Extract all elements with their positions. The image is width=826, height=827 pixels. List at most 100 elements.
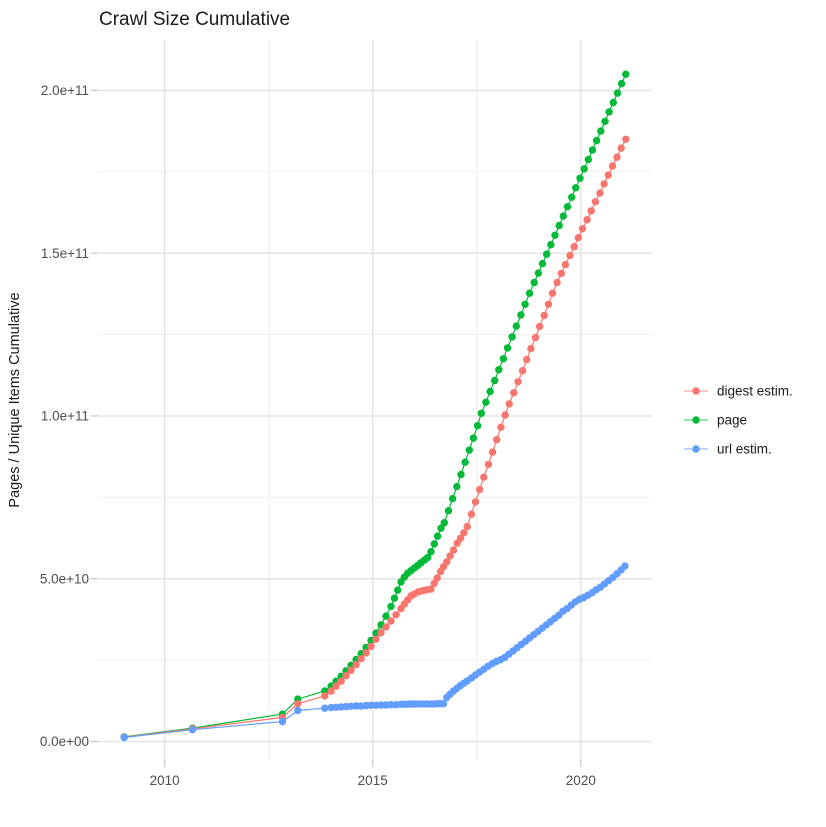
legend-item-page: page — [684, 413, 747, 428]
series-line — [124, 565, 626, 739]
data-point — [437, 524, 445, 532]
data-point — [538, 259, 547, 268]
data-point — [488, 448, 497, 456]
chart-title: Crawl Size Cumulative — [99, 9, 290, 30]
data-point — [568, 193, 576, 201]
data-point — [484, 460, 493, 469]
data-point — [604, 171, 612, 179]
data-point — [337, 677, 345, 685]
data-point — [465, 446, 473, 454]
data-point — [480, 473, 488, 481]
data-point — [433, 574, 441, 582]
data-point — [572, 184, 580, 192]
data-point — [535, 322, 544, 331]
data-point — [497, 423, 505, 431]
data-point — [505, 400, 513, 408]
legend-key-point — [692, 387, 700, 395]
data-point — [622, 135, 630, 143]
data-point — [555, 221, 563, 230]
data-point — [473, 422, 482, 430]
data-point — [491, 376, 499, 385]
data-point — [486, 387, 494, 396]
y-tick-label: 1.0e+11 — [41, 409, 89, 424]
data-point — [609, 98, 617, 107]
data-point — [382, 612, 390, 620]
data-point — [551, 231, 559, 239]
data-point — [621, 562, 629, 570]
data-point — [321, 704, 329, 712]
data-point — [446, 552, 454, 560]
data-point — [587, 207, 595, 215]
data-point — [387, 617, 395, 625]
gridlines-group — [98, 40, 652, 760]
data-point — [321, 692, 329, 700]
axis-ticks-group — [91, 89, 582, 767]
data-point — [467, 510, 476, 518]
data-point — [294, 700, 302, 708]
x-tick-label: 2020 — [566, 773, 596, 788]
y-tick-label: 2.0e+11 — [41, 83, 89, 98]
data-point — [347, 666, 355, 674]
data-point — [471, 498, 480, 506]
data-point — [527, 344, 535, 353]
data-point — [563, 203, 572, 211]
data-point — [534, 269, 543, 277]
data-point — [592, 136, 601, 145]
data-point — [457, 470, 465, 479]
data-point — [495, 366, 503, 374]
data-point — [501, 411, 509, 419]
x-tick-label: 2015 — [358, 773, 388, 788]
legend-key-1 — [684, 416, 708, 424]
data-point — [461, 458, 469, 466]
legend-item-digest: digest estim. — [684, 384, 793, 399]
data-point — [510, 389, 518, 397]
data-point — [559, 212, 567, 220]
data-point — [352, 660, 360, 669]
legend-label-page: page — [717, 413, 747, 428]
data-point — [588, 146, 597, 154]
data-point — [530, 278, 538, 287]
data-point — [508, 333, 516, 341]
data-point — [574, 233, 582, 242]
data-point — [278, 717, 287, 726]
data-point — [392, 611, 400, 619]
data-point — [342, 672, 350, 680]
data-point — [456, 534, 465, 542]
data-point — [367, 642, 375, 651]
data-point — [424, 553, 432, 562]
data-point — [613, 153, 621, 161]
data-point — [357, 655, 365, 663]
data-point — [372, 635, 380, 643]
data-point — [463, 522, 471, 531]
data-point — [617, 79, 626, 88]
data-point — [512, 322, 520, 330]
data-point — [596, 189, 604, 197]
data-point — [547, 241, 555, 249]
legend: digest estim. page url estim. — [684, 384, 793, 457]
data-point — [443, 558, 451, 566]
data-point — [521, 300, 529, 308]
legend-label-url: url estim. — [717, 442, 772, 457]
data-point — [517, 311, 525, 319]
y-tick-label: 5.0e+10 — [40, 571, 89, 586]
data-point — [617, 144, 625, 152]
legend-item-url: url estim. — [684, 442, 772, 457]
data-point — [427, 548, 435, 556]
data-point — [523, 355, 531, 364]
series-digest-estim- — [120, 135, 630, 741]
data-point — [440, 519, 448, 527]
data-point — [387, 602, 395, 611]
data-point — [448, 494, 457, 503]
data-point — [444, 507, 453, 515]
data-point — [188, 726, 197, 734]
data-point — [613, 89, 622, 97]
data-point — [597, 127, 605, 135]
data-point — [543, 250, 551, 258]
data-point — [544, 300, 553, 308]
data-point — [578, 225, 587, 233]
data-point — [531, 333, 540, 342]
axis-labels-group: 2010 2015 2020 0.0e+00 5.0e+10 1.0e+11 1.5e+11… — [40, 83, 596, 788]
data-point — [553, 278, 561, 287]
